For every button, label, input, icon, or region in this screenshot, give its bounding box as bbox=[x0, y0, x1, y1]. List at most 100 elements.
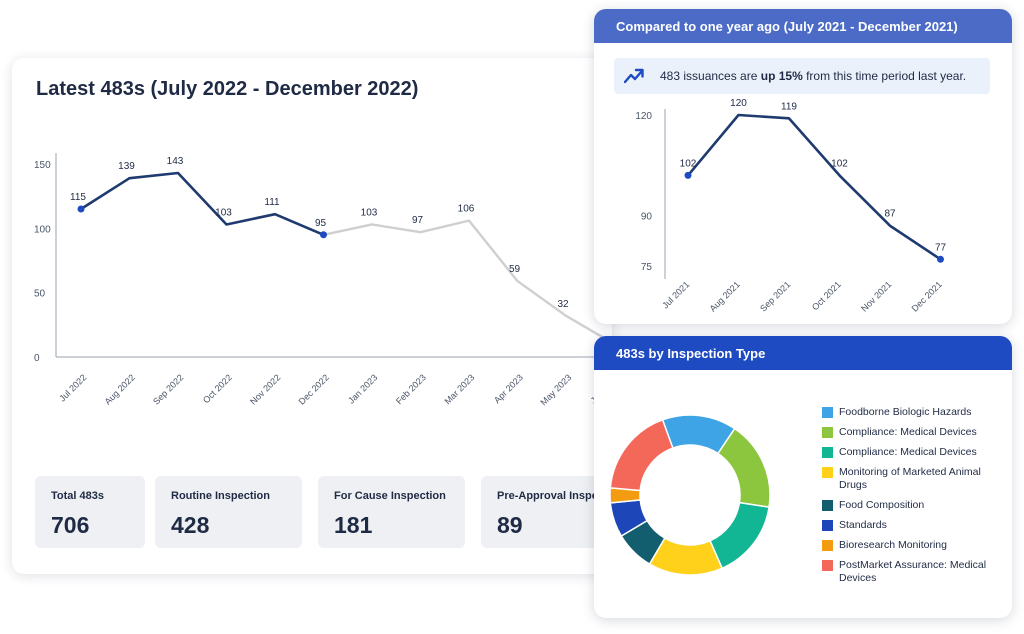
data-label: 32 bbox=[557, 299, 569, 310]
stat-total: Total 483s 706 bbox=[35, 476, 145, 548]
stat-for-cause: For Cause Inspection 181 bbox=[318, 476, 465, 548]
y-tick-label: 150 bbox=[34, 160, 51, 171]
x-tick-label: Nov 2022 bbox=[248, 372, 282, 406]
x-tick-label: Dec 2021 bbox=[910, 279, 944, 313]
x-tick-label: Apr 2023 bbox=[492, 372, 525, 405]
legend-item: Food Composition bbox=[822, 499, 1002, 512]
donut-legend: Foodborne Biologic Hazards Compliance: Me… bbox=[822, 406, 1002, 592]
legend-label: Bioresearch Monitoring bbox=[839, 539, 947, 551]
stat-label: For Cause Inspection bbox=[334, 490, 446, 502]
x-tick-label: Aug 2022 bbox=[103, 372, 137, 406]
legend-label: PostMarket Assurance: Medical Devices bbox=[839, 559, 987, 584]
legend-swatch bbox=[822, 467, 833, 478]
comparison-card: Compared to one year ago (July 2021 - De… bbox=[594, 9, 1012, 324]
donut-slice bbox=[709, 501, 770, 570]
legend-item: Foodborne Biologic Hazards bbox=[822, 406, 1002, 419]
main-chart-title: Latest 483s (July 2022 - December 2022) bbox=[36, 78, 419, 100]
callout-prefix: 483 issuances are bbox=[660, 69, 761, 83]
legend-label: Compliance: Medical Devices bbox=[839, 426, 977, 438]
legend-label: Foodborne Biologic Hazards bbox=[839, 406, 972, 418]
callout-bold: up 15% bbox=[760, 69, 803, 83]
data-label: 77 bbox=[935, 242, 947, 253]
callout-text: 483 issuances are up 15% from this time … bbox=[660, 69, 966, 83]
data-label: 106 bbox=[458, 204, 475, 215]
stat-value: 706 bbox=[51, 512, 90, 538]
comparison-line-chart: 75 90 120 Jul 2021 Aug 2021 Sep 2021 Oct 2021 N… bbox=[635, 98, 947, 314]
x-tick-label: Mar 2023 bbox=[442, 372, 476, 406]
x-tick-label: Nov 2021 bbox=[859, 279, 893, 313]
legend-swatch bbox=[822, 540, 833, 551]
x-tick-label: Oct 2022 bbox=[201, 372, 234, 405]
stat-label: Total 483s bbox=[51, 490, 104, 502]
y-tick-label: 120 bbox=[635, 111, 652, 122]
x-tick-label: Dec 2022 bbox=[297, 372, 331, 406]
x-tick-label: Jan 2023 bbox=[346, 372, 379, 405]
data-label: 115 bbox=[70, 192, 86, 203]
trending-up-icon bbox=[624, 68, 644, 84]
data-label: 102 bbox=[680, 158, 697, 169]
data-label: 139 bbox=[118, 161, 135, 172]
callout-suffix: from this time period last year. bbox=[802, 69, 967, 83]
legend-item: PostMarket Assurance: Medical Devices bbox=[822, 559, 1002, 585]
point-marker-end bbox=[320, 231, 327, 239]
data-label: 87 bbox=[884, 209, 896, 220]
point-marker-start bbox=[684, 171, 692, 179]
y-tick-label: 75 bbox=[641, 262, 653, 273]
point-marker-start bbox=[77, 205, 85, 213]
data-label: 143 bbox=[167, 156, 184, 167]
x-tick-label: Sep 2022 bbox=[151, 372, 185, 406]
main-line-chart: 0 50 100 150 Jul 2022 Aug 2022 Sep 2022 Oct 202… bbox=[34, 153, 612, 407]
legend-swatch bbox=[822, 520, 833, 531]
legend-swatch bbox=[822, 447, 833, 458]
stat-value: 89 bbox=[497, 512, 523, 538]
inspection-type-donut bbox=[609, 414, 771, 576]
legend-item: Compliance: Medical Devices bbox=[822, 426, 1002, 439]
data-label: 97 bbox=[412, 215, 424, 226]
legend-label: Compliance: Medical Devices bbox=[839, 446, 977, 458]
data-label: 102 bbox=[831, 158, 848, 169]
legend-swatch bbox=[822, 560, 833, 571]
stat-label: Routine Inspection bbox=[171, 490, 270, 502]
legend-item: Standards bbox=[822, 519, 1002, 532]
data-label: 111 bbox=[264, 197, 280, 208]
series-line-forecast bbox=[322, 219, 612, 345]
inspection-type-title: 483s by Inspection Type bbox=[594, 336, 1012, 370]
trend-callout: 483 issuances are up 15% from this time … bbox=[614, 58, 990, 94]
x-tick-label: Aug 2021 bbox=[708, 279, 742, 313]
series-line-2021 bbox=[686, 113, 942, 261]
inspection-type-card: 483s by Inspection Type Foodborne Biolog… bbox=[594, 336, 1012, 618]
legend-item: Monitoring of Marketed Animal Drugs bbox=[822, 466, 1002, 492]
legend-swatch bbox=[822, 500, 833, 511]
x-tick-label: Jul 2022 bbox=[57, 372, 88, 403]
donut-slice bbox=[609, 418, 674, 492]
data-label: 120 bbox=[730, 98, 747, 109]
stat-label: Pre-Approval Inspection bbox=[497, 490, 612, 502]
legend-label: Monitoring of Marketed Animal Drugs bbox=[839, 466, 981, 491]
y-tick-label: 100 bbox=[34, 224, 51, 235]
data-label: 103 bbox=[215, 207, 232, 218]
y-tick-label: 0 bbox=[34, 353, 40, 364]
legend-item: Bioresearch Monitoring bbox=[822, 539, 1002, 552]
stat-value: 428 bbox=[171, 512, 210, 538]
latest-483s-card: Latest 483s (July 2022 - December 2022) … bbox=[12, 58, 612, 574]
legend-item: Compliance: Medical Devices bbox=[822, 446, 1002, 459]
legend-swatch bbox=[822, 407, 833, 418]
y-tick-label: 90 bbox=[641, 212, 653, 223]
x-tick-label: Sep 2021 bbox=[758, 279, 792, 313]
stat-pre-approval: Pre-Approval Inspection 89 bbox=[481, 476, 612, 548]
data-label: 59 bbox=[509, 264, 521, 275]
x-tick-label: May 2023 bbox=[538, 372, 573, 407]
point-marker-end bbox=[937, 255, 944, 263]
x-tick-label: Oct 2021 bbox=[810, 279, 843, 312]
data-label: 119 bbox=[781, 101, 797, 112]
x-tick-label: Feb 2023 bbox=[394, 372, 428, 406]
data-label: 103 bbox=[361, 207, 378, 218]
stat-value: 181 bbox=[334, 512, 373, 538]
series-line-2022 bbox=[79, 171, 325, 237]
legend-swatch bbox=[822, 427, 833, 438]
stat-routine: Routine Inspection 428 bbox=[155, 476, 302, 548]
x-tick-label: Jul 2021 bbox=[660, 279, 691, 310]
data-label: 95 bbox=[315, 218, 327, 229]
y-tick-label: 50 bbox=[34, 289, 46, 300]
legend-label: Food Composition bbox=[839, 499, 925, 511]
